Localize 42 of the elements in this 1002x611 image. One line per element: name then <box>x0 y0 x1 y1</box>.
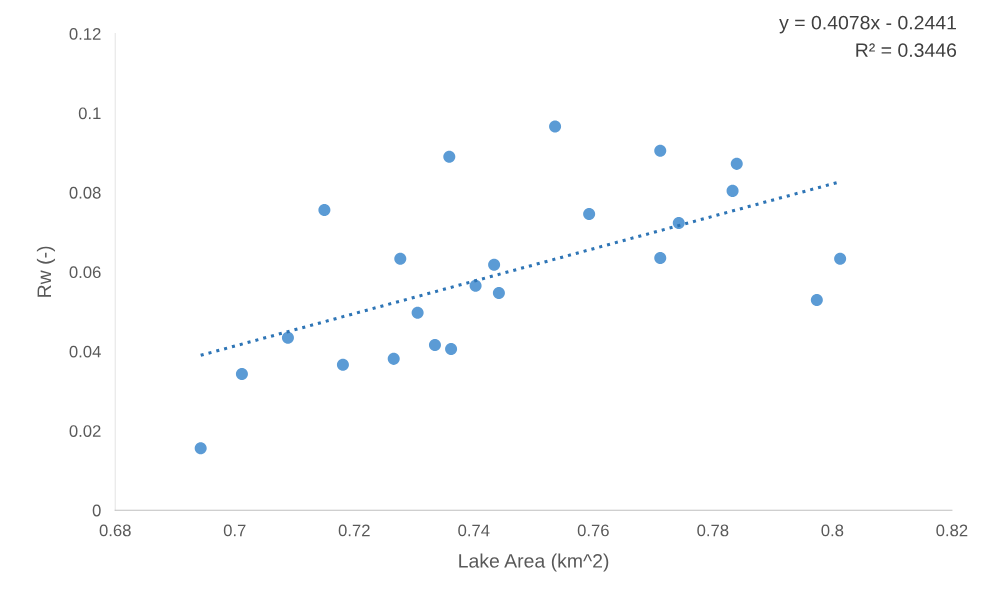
x-tick-label: 0.8 <box>821 524 844 537</box>
x-tick-label: 0.72 <box>338 524 370 537</box>
y-tick-label: 0.08 <box>69 186 101 199</box>
y-tick-label: 0.1 <box>78 107 101 120</box>
y-axis-title: Rw (-) <box>36 246 56 297</box>
point <box>488 258 501 271</box>
point <box>549 120 562 133</box>
y-tick-label: 0.06 <box>69 266 101 279</box>
point <box>730 157 743 170</box>
point <box>654 251 667 265</box>
x-tick-label: 0.82 <box>936 524 968 537</box>
y-tick-label: 0 <box>92 504 101 517</box>
point <box>583 207 596 220</box>
point <box>445 342 458 355</box>
point <box>318 203 331 216</box>
x-tick-label: 0.7 <box>223 524 246 537</box>
point <box>492 286 505 299</box>
text: y = 0.4078x - 0.2441 <box>779 15 956 34</box>
point <box>336 358 349 371</box>
y-tick-label: 0.04 <box>69 345 101 358</box>
x-tick-label: 0.74 <box>458 524 490 537</box>
point <box>394 252 407 265</box>
point <box>387 352 400 365</box>
point <box>411 306 424 319</box>
point <box>810 294 823 307</box>
point <box>235 367 248 380</box>
point <box>726 184 739 197</box>
y-tick-label: 0.12 <box>69 28 101 40</box>
point <box>834 252 847 265</box>
x-axis-title: Lake Area (km^2) <box>459 553 609 572</box>
point <box>194 442 207 455</box>
x-tick-label: 0.68 <box>99 524 131 537</box>
point <box>672 217 685 230</box>
point <box>443 150 456 163</box>
x-tick-label: 0.78 <box>697 524 729 537</box>
x-tick-label: 0.76 <box>577 524 609 537</box>
point <box>654 144 667 157</box>
point <box>428 338 441 351</box>
y-tick-label: 0.02 <box>69 425 101 437</box>
point <box>469 279 482 292</box>
annotation: R² = 0.3446 <box>856 43 957 58</box>
point <box>281 331 294 344</box>
